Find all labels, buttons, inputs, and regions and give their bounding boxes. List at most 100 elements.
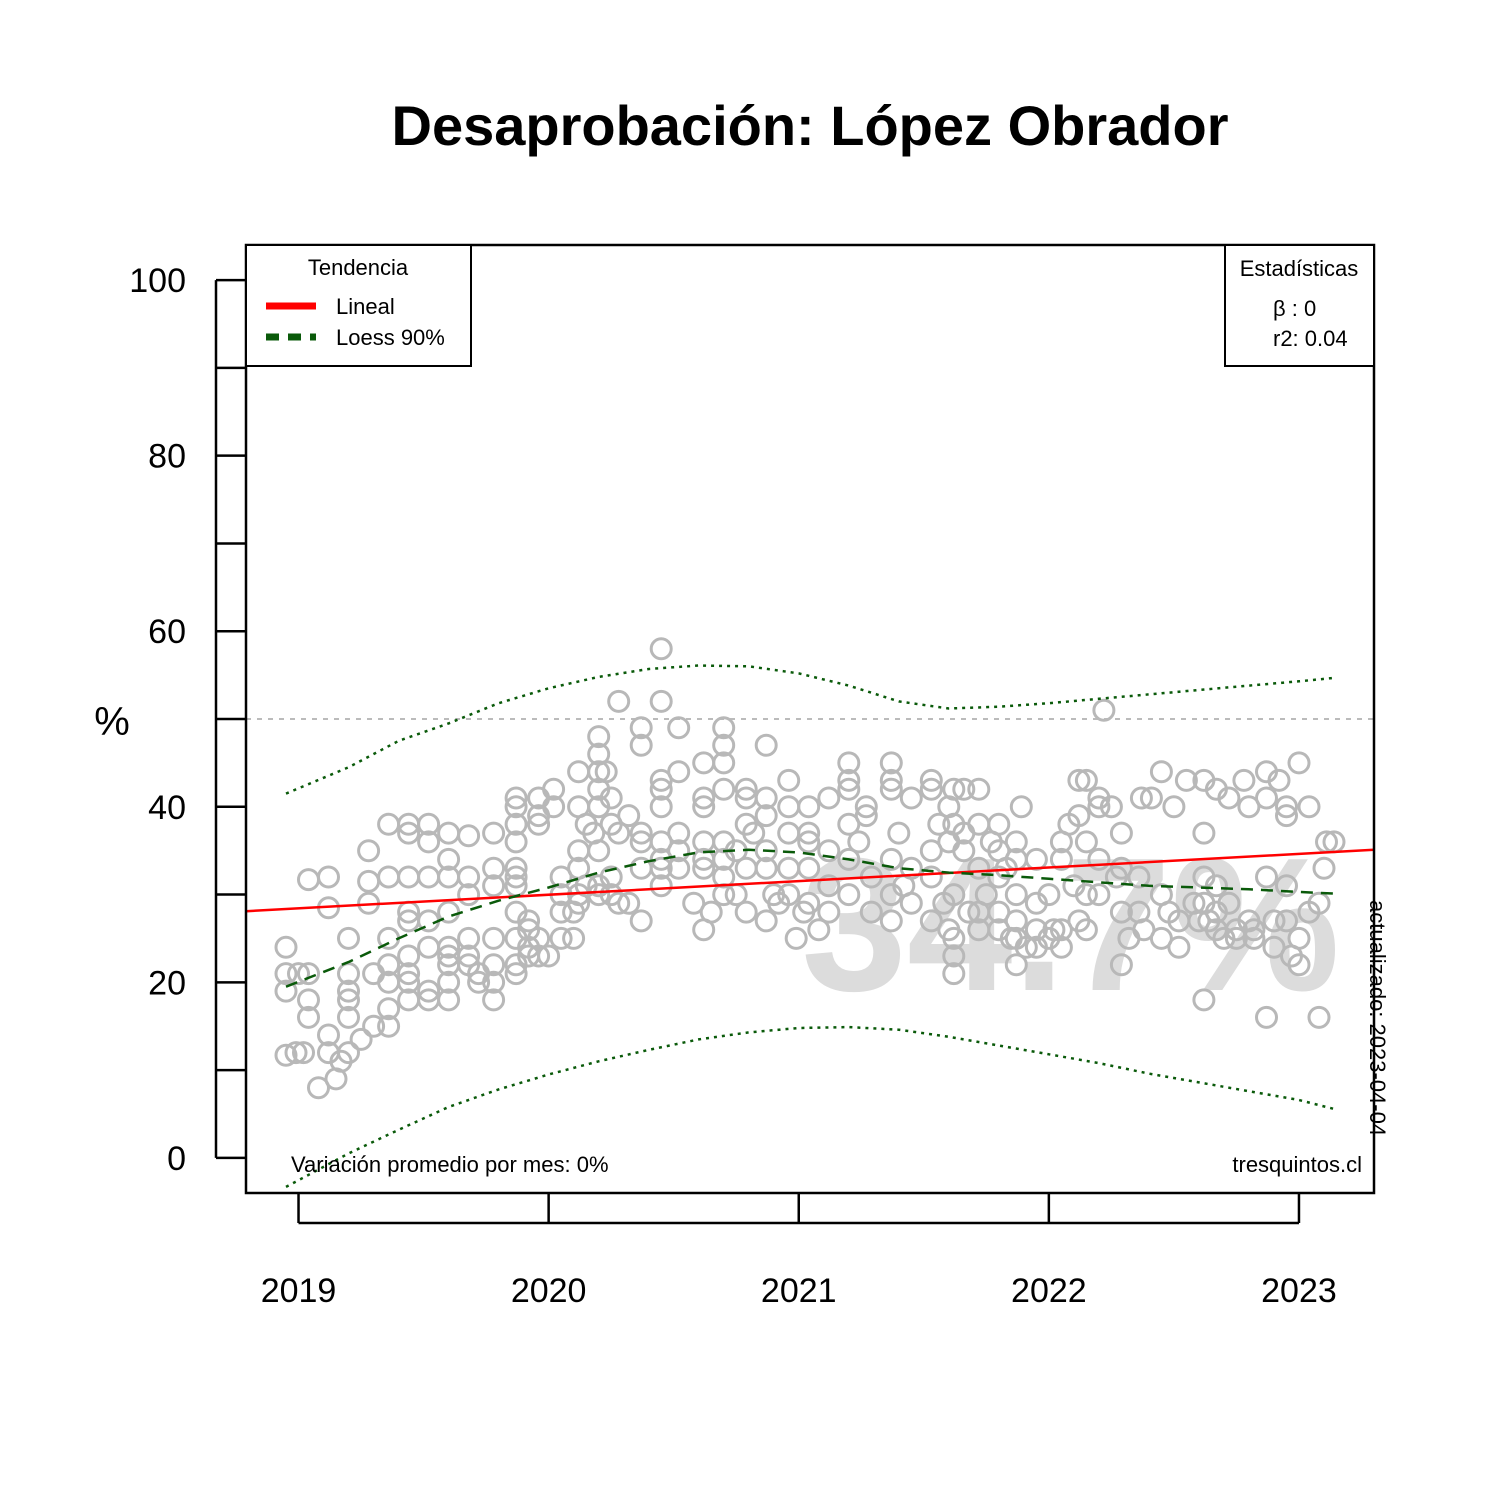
data-point <box>349 1027 373 1051</box>
data-point <box>1049 935 1073 959</box>
data-point <box>754 786 778 810</box>
data-point <box>742 821 766 845</box>
data-point <box>362 962 386 986</box>
data-point <box>1307 891 1331 915</box>
data-point <box>377 812 401 836</box>
y-tick-label: 80 <box>148 438 186 476</box>
data-point <box>712 865 736 889</box>
legend-stats-r2: r2: 0.04 <box>1273 326 1348 351</box>
data-point <box>1139 786 1163 810</box>
data-point <box>1287 953 1311 977</box>
data-point <box>537 944 561 968</box>
data-point <box>1004 830 1028 854</box>
x-tick-label: 2022 <box>1011 1272 1087 1310</box>
data-point <box>587 883 611 907</box>
chart-title: Desaprobación: López Obrador <box>392 94 1229 157</box>
data-point <box>397 962 421 986</box>
loess-upper-band <box>285 664 1337 795</box>
data-point <box>567 760 591 784</box>
data-point <box>1149 760 1173 784</box>
data-point <box>397 944 421 968</box>
data-point <box>957 900 981 924</box>
data-point <box>837 768 861 792</box>
data-point <box>1275 795 1298 819</box>
legend-trend-title: Tendencia <box>308 255 409 280</box>
data-point <box>1262 909 1286 933</box>
data-point <box>817 874 841 898</box>
data-point <box>1109 900 1133 924</box>
data-point <box>777 883 801 907</box>
data-point <box>607 891 631 915</box>
data-point <box>504 812 528 836</box>
data-point <box>712 777 736 801</box>
data-point <box>919 839 943 863</box>
data-point <box>607 821 631 845</box>
data-point <box>562 926 586 950</box>
data-point <box>817 786 841 810</box>
data-point <box>734 777 758 801</box>
data-point <box>1074 768 1098 792</box>
data-point <box>1127 865 1151 889</box>
data-point <box>397 970 421 994</box>
data-point <box>1242 926 1266 950</box>
data-point <box>594 760 618 784</box>
data-point <box>1092 698 1116 722</box>
data-point <box>504 795 528 819</box>
data-point <box>667 839 691 863</box>
data-point <box>1009 795 1033 819</box>
data-point <box>307 1076 330 1100</box>
data-point <box>987 812 1011 836</box>
legend-stats-title: Estadísticas <box>1240 256 1359 281</box>
data-point <box>1255 786 1278 810</box>
data-point <box>1262 935 1286 959</box>
data-point <box>482 926 506 950</box>
data-point <box>754 804 778 828</box>
data-point <box>1275 909 1298 933</box>
data-point <box>667 760 691 784</box>
data-point <box>437 935 461 959</box>
data-point <box>712 733 736 757</box>
data-point <box>1204 874 1228 898</box>
data-point <box>942 883 966 907</box>
data-point <box>377 953 401 977</box>
data-point <box>887 821 911 845</box>
data-point <box>942 962 966 986</box>
data-point <box>797 821 821 845</box>
data-point <box>357 869 381 893</box>
data-point <box>974 883 998 907</box>
data-point <box>1237 795 1261 819</box>
data-point <box>629 716 653 740</box>
data-point <box>549 865 573 889</box>
data-point <box>1014 935 1038 959</box>
data-point <box>754 856 778 880</box>
data-point <box>1217 786 1241 810</box>
data-point <box>437 847 461 871</box>
data-point <box>859 900 883 924</box>
data-point <box>337 979 360 1003</box>
data-point <box>287 962 310 986</box>
legend-trend: Tendencia Lineal Loess 90% <box>245 244 472 367</box>
data-point <box>542 777 566 801</box>
data-point <box>417 979 441 1003</box>
loess-lower-band <box>285 1025 1337 1189</box>
data-point <box>1087 883 1111 907</box>
data-point <box>1004 883 1028 907</box>
data-point <box>1037 883 1061 907</box>
data-point <box>1149 926 1173 950</box>
data-point <box>817 900 841 924</box>
data-point <box>1109 821 1133 845</box>
fits-layer <box>245 664 1375 1189</box>
data-point <box>667 821 691 845</box>
data-point <box>337 926 360 950</box>
data-point <box>417 812 441 836</box>
data-point <box>457 926 481 950</box>
data-point <box>1307 1005 1331 1029</box>
data-point <box>549 926 573 950</box>
x-tick-label: 2023 <box>1261 1272 1337 1310</box>
data-point <box>457 944 481 968</box>
footer-source: tresquintos.cl <box>1232 1152 1362 1177</box>
data-point <box>292 1041 315 1065</box>
data-point <box>549 900 573 924</box>
data-point <box>942 944 966 968</box>
data-point <box>337 1041 360 1065</box>
